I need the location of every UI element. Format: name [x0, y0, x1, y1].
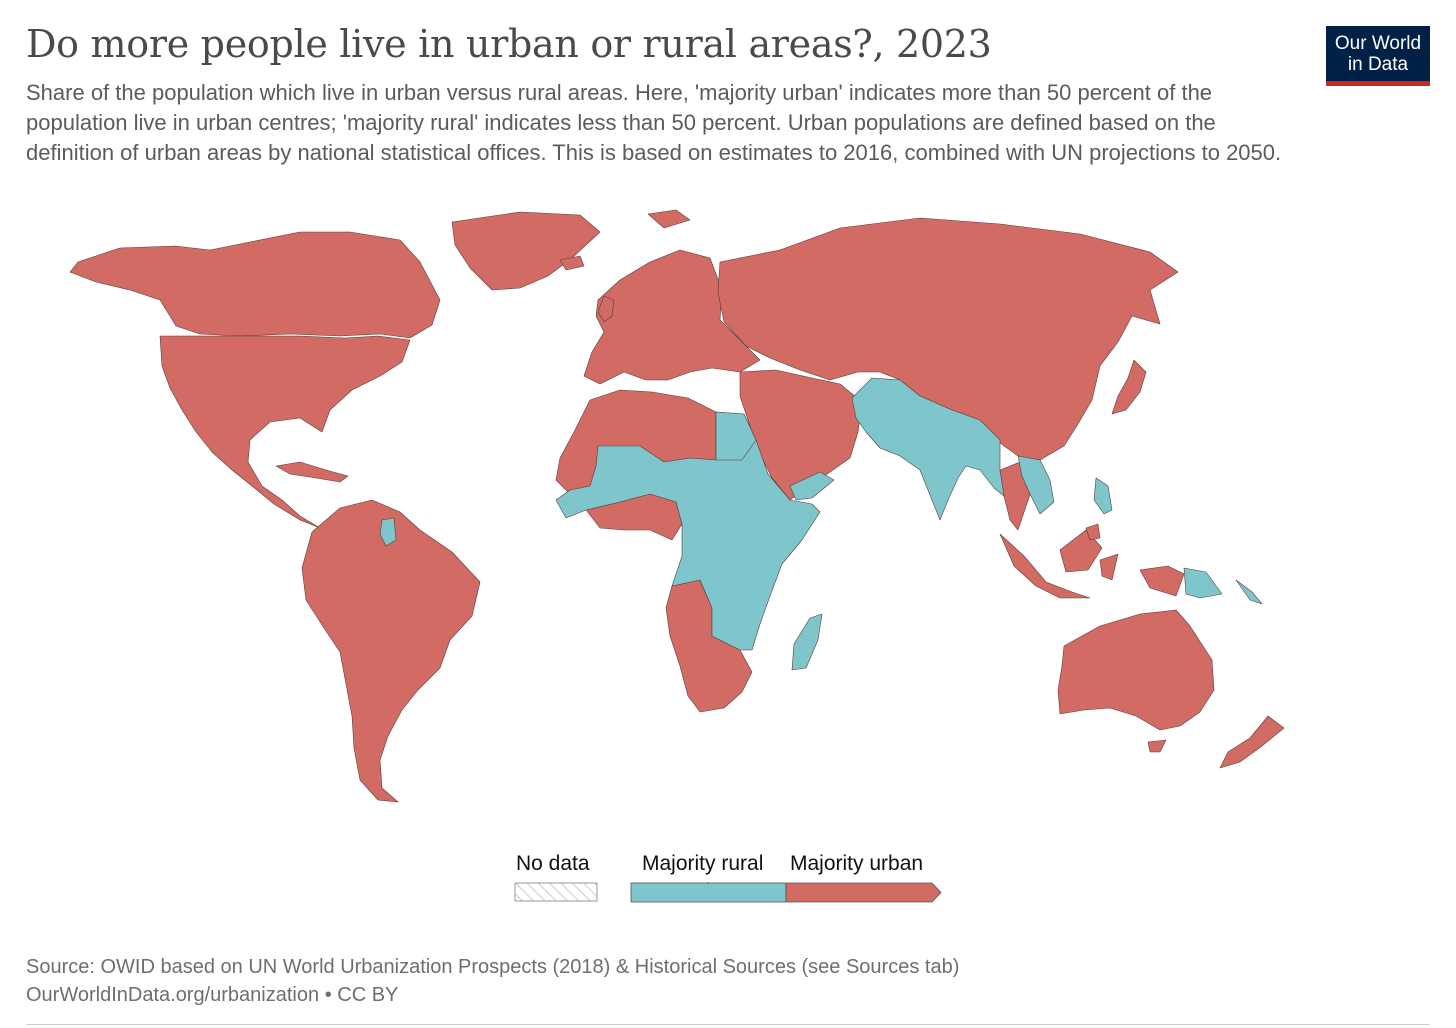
region-pacific-rural[interactable] — [1093, 477, 1263, 605]
region-europe[interactable] — [583, 249, 761, 385]
region-japan[interactable] — [1111, 359, 1147, 415]
world-map[interactable] — [0, 195, 1456, 835]
legend-urban-swatch[interactable] — [785, 882, 942, 903]
region-south-america[interactable] — [301, 499, 481, 803]
logo-line-2: in Data — [1347, 53, 1409, 75]
region-russia-china[interactable] — [717, 217, 1179, 461]
region-philippines-east[interactable] — [1085, 523, 1101, 541]
license-text[interactable]: CC BY — [337, 984, 399, 1006]
region-caribbean[interactable] — [275, 461, 349, 483]
separator-dot: • — [324, 984, 338, 1006]
region-indonesia[interactable] — [999, 529, 1185, 599]
chart-subtitle: Share of the population which live in ur… — [26, 80, 1282, 165]
region-north-america-north[interactable] — [69, 231, 441, 339]
chart-title: Do more people live in urban or rural ar… — [26, 22, 992, 66]
region-madagascar[interactable] — [791, 613, 823, 671]
region-new-zealand[interactable] — [1219, 715, 1285, 769]
source-footer: Source: OWID based on UN World Urbanizat… — [26, 953, 959, 1009]
logo-line-1: Our World — [1334, 32, 1422, 54]
region-south-asia[interactable] — [851, 377, 1005, 521]
region-yemen[interactable] — [789, 471, 835, 501]
legend-color-bar[interactable] — [630, 882, 944, 904]
legend-rural-label: Majority rural — [642, 852, 764, 875]
region-tasmania[interactable] — [1147, 739, 1167, 753]
source-text: Source: OWID based on UN World Urbanizat… — [26, 956, 960, 978]
region-indochina[interactable] — [1017, 455, 1055, 515]
majority-urban-regions[interactable] — [69, 209, 1285, 803]
region-guyana[interactable] — [379, 517, 397, 547]
legend-urban-label: Majority urban — [790, 852, 924, 875]
source-link-line: OurWorldInData.org/urbanization • CC BY — [26, 981, 959, 1009]
source-link[interactable]: OurWorldInData.org/urbanization — [26, 984, 320, 1006]
region-greenland[interactable] — [451, 211, 601, 291]
legend-no-data-swatch[interactable] — [514, 882, 598, 902]
region-svalbard[interactable] — [647, 209, 691, 229]
region-papua-new-guinea[interactable] — [1183, 567, 1223, 599]
region-usa-mexico[interactable] — [159, 335, 411, 529]
owid-logo[interactable]: Our World in Data — [1326, 26, 1430, 86]
legend-rural-swatch[interactable] — [630, 882, 787, 903]
region-uk-iceland[interactable] — [559, 255, 615, 323]
region-egypt[interactable] — [715, 411, 757, 461]
region-australia[interactable] — [1057, 609, 1215, 731]
bottom-rule — [26, 1024, 1430, 1025]
majority-rural-regions[interactable] — [379, 377, 1263, 671]
legend-no-data-label: No data — [516, 852, 590, 875]
